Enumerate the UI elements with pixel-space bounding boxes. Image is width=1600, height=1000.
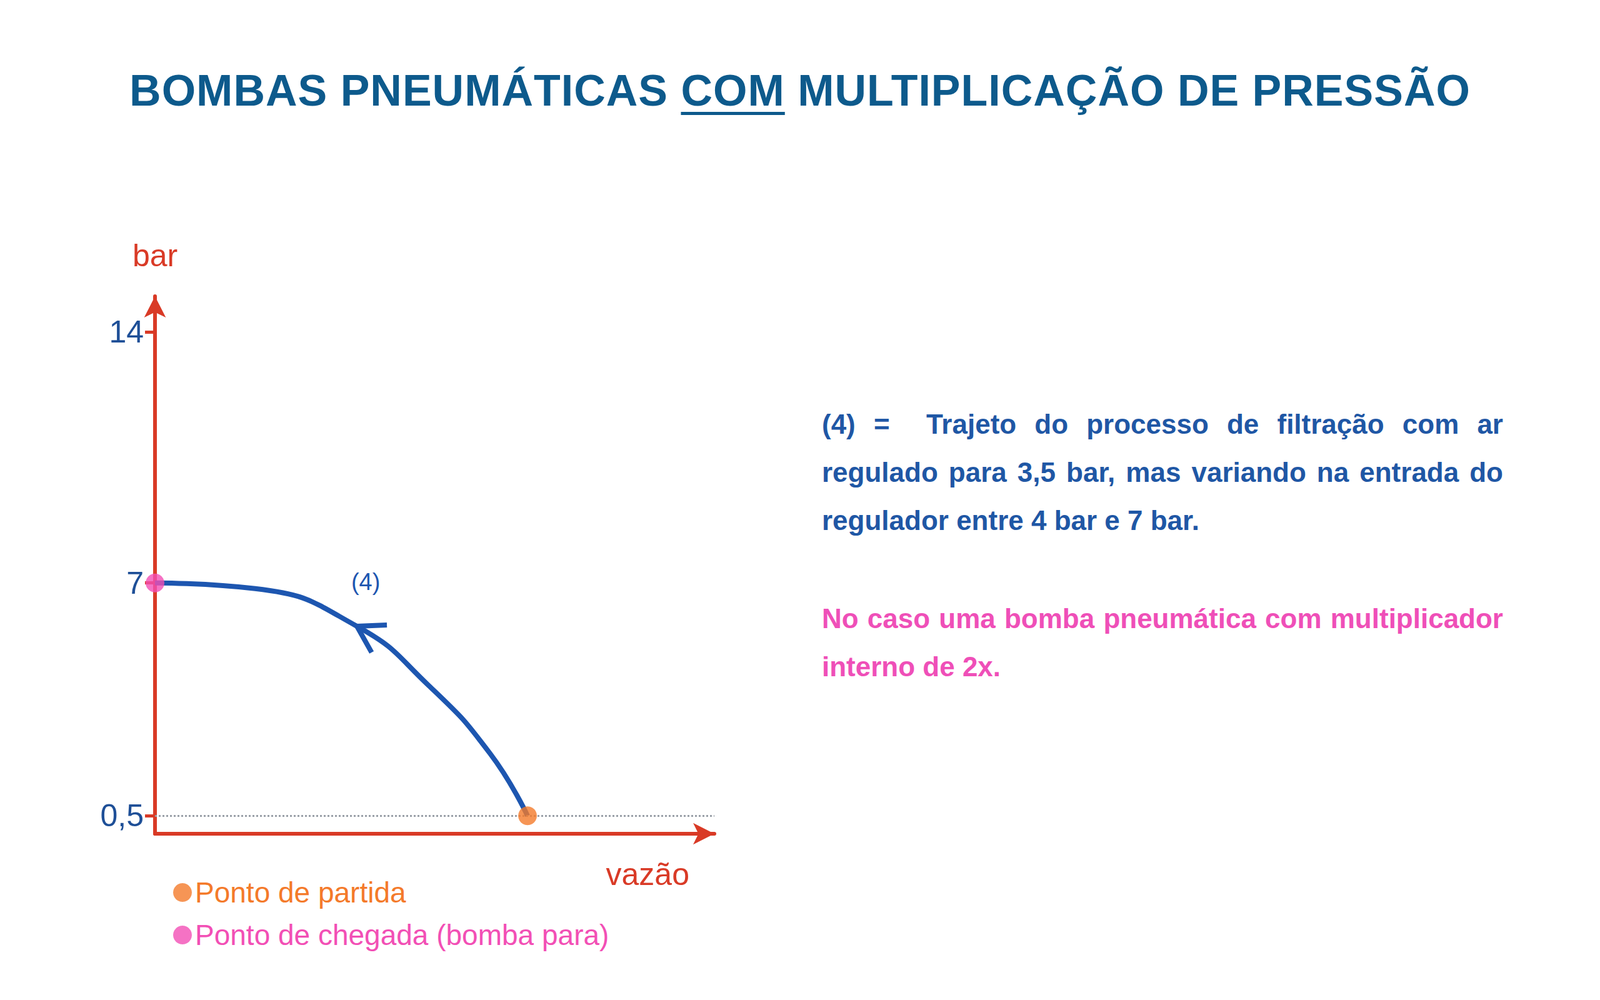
svg-text:14: 14 — [108, 314, 144, 350]
svg-text:vazão: vazão — [606, 856, 690, 892]
svg-text:bar: bar — [132, 238, 178, 274]
svg-text:(4): (4) — [351, 568, 380, 595]
svg-text:0,5: 0,5 — [100, 798, 144, 834]
svg-text:7: 7 — [126, 565, 144, 601]
svg-text:Ponto de chegada (bomba para): Ponto de chegada (bomba para) — [195, 918, 609, 952]
html-text:No caso uma bomba pneumática c: No caso uma bomba pneumática com multipl… — [821, 603, 1511, 682]
svg-text:Ponto de partida: Ponto de partida — [195, 876, 407, 909]
html-text:BOMBAS PNEUMÁTICAS COM MULTIPL: BOMBAS PNEUMÁTICAS COM MULTIPLICAÇÃO DE … — [129, 66, 1471, 115]
html-text:(4) = Trajeto do processo de f: (4) = Trajeto do processo de filtração c… — [821, 408, 1511, 536]
